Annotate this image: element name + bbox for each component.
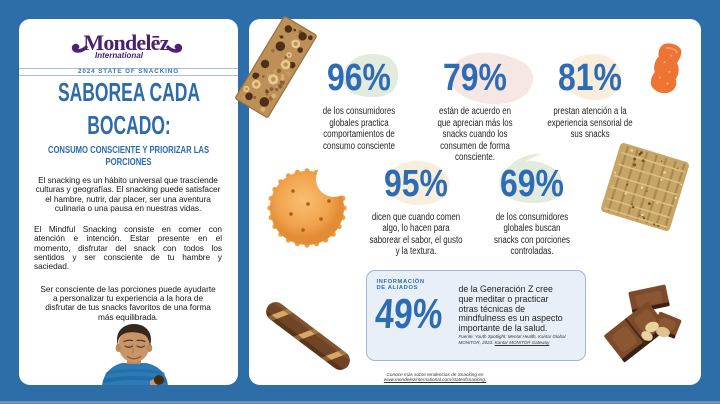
svg-text:International: International xyxy=(95,51,144,60)
svg-text:Mondelēz: Mondelēz xyxy=(83,31,169,55)
